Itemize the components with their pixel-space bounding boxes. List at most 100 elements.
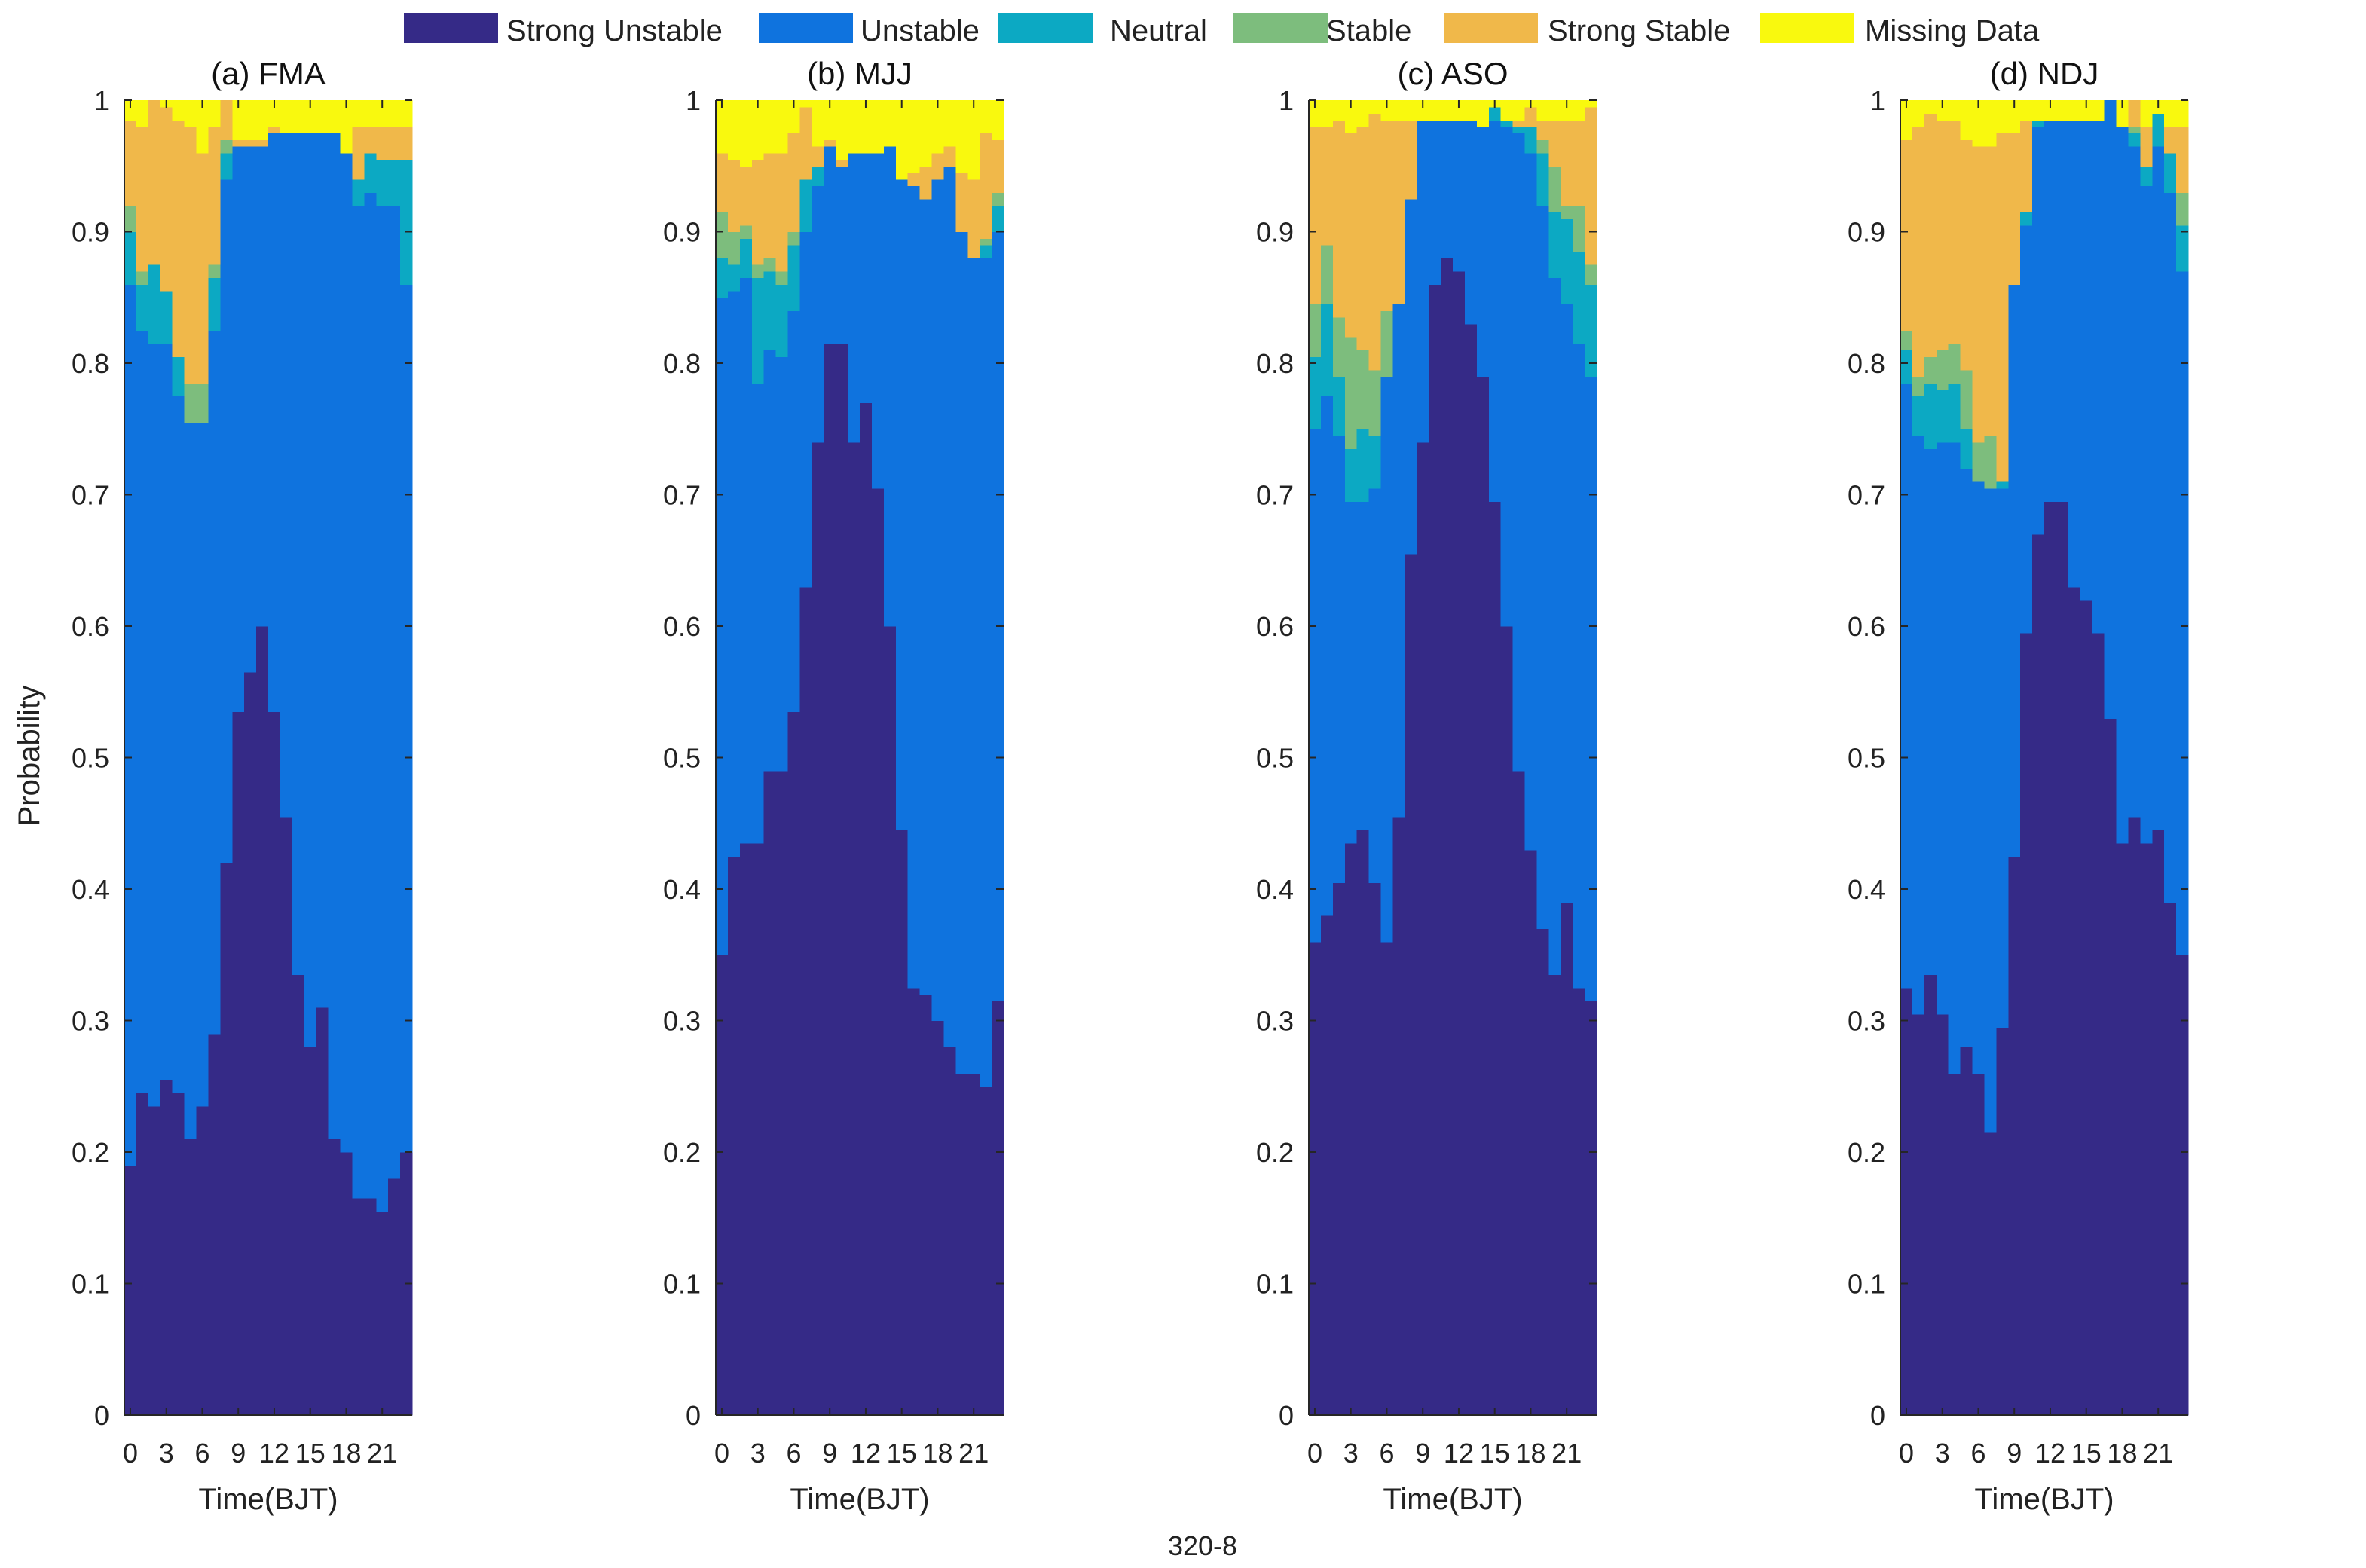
- bar-missing-data-h9: [232, 100, 245, 140]
- bar-missing-data-h16: [1500, 100, 1514, 121]
- panel-c-aso: 00.10.20.30.40.50.60.70.80.910 3 6 9 12 15 18 2…: [1256, 56, 1597, 1516]
- bar-unstable-h23: [2176, 271, 2189, 955]
- bar-neutral-h19: [352, 179, 365, 206]
- bar-strong-stable-h9: [232, 139, 245, 147]
- y-tick-label: 0.5: [1848, 743, 1885, 774]
- y-tick-label: 0.8: [1848, 348, 1885, 379]
- bar-strong-stable-h19: [352, 126, 365, 180]
- bar-strong-stable-h4: [763, 152, 777, 258]
- bar-stable-h5: [1368, 369, 1382, 436]
- bar-unstable-h7: [799, 231, 812, 588]
- bar-strong-stable-h3: [1344, 133, 1358, 338]
- y-tick-label: 0: [686, 1400, 701, 1431]
- bar-unstable-h9: [824, 146, 836, 344]
- bar-unstable-h16: [316, 133, 329, 1008]
- bar-strong-stable-h2: [1332, 120, 1346, 318]
- bar-missing-data-h1: [1912, 100, 1925, 127]
- x-tick-label: 21: [958, 1438, 989, 1469]
- bar-missing-data-h4: [172, 100, 185, 121]
- x-tick-label: 0: [1307, 1438, 1322, 1469]
- bar-strong-unstable-h0: [1900, 987, 1913, 1416]
- bar-missing-data-h10: [2020, 100, 2033, 121]
- bar-unstable-h13: [2056, 120, 2069, 502]
- bar-unstable-h12: [1453, 120, 1466, 272]
- bar-neutral-h8: [812, 166, 824, 187]
- bar-unstable-h21: [967, 258, 980, 1074]
- bar-strong-unstable-h12: [2044, 501, 2057, 1416]
- x-tick-label: 0: [714, 1438, 729, 1469]
- bar-strong-stable-h3: [160, 106, 173, 292]
- bar-strong-unstable-h5: [1368, 882, 1382, 1416]
- bar-strong-unstable-h16: [907, 987, 921, 1416]
- bar-missing-data-h1: [727, 100, 741, 160]
- panel-title: (c) ASO: [1397, 56, 1508, 91]
- y-tick-label: 1: [1279, 85, 1294, 116]
- bar-unstable-h8: [812, 185, 824, 443]
- bar-unstable-h3: [1936, 442, 1949, 1015]
- x-tick-label: 12: [1444, 1438, 1474, 1469]
- bar-neutral-h11: [2032, 120, 2045, 127]
- y-tick-label: 1: [1870, 85, 1885, 116]
- bar-unstable-h12: [2044, 120, 2057, 502]
- bar-missing-data-h13: [280, 100, 293, 134]
- bar-unstable-h7: [1392, 304, 1405, 818]
- bar-unstable-h1: [1912, 435, 1925, 1015]
- bar-strong-unstable-h14: [883, 626, 897, 1416]
- bar-stable-h22: [1573, 205, 1585, 252]
- bar-strong-stable-h1: [1912, 126, 1925, 377]
- x-tick-label: 9: [231, 1438, 246, 1469]
- bar-unstable-h13: [871, 152, 885, 489]
- bar-missing-data-h16: [907, 100, 921, 173]
- bar-neutral-h4: [1356, 429, 1370, 502]
- bar-strong-stable-h21: [967, 179, 980, 258]
- bar-neutral-h0: [124, 231, 137, 285]
- bar-strong-stable-h10: [244, 139, 257, 147]
- bar-unstable-h4: [1948, 442, 1961, 1074]
- bar-missing-data-h3: [1936, 100, 1949, 121]
- bar-unstable-h2: [1332, 435, 1346, 883]
- bar-strong-unstable-h20: [1548, 974, 1561, 1416]
- bar-strong-stable-h0: [124, 120, 137, 206]
- bar-unstable-h10: [1429, 120, 1441, 285]
- legend-swatch-missing-data: [1760, 13, 1854, 43]
- bar-unstable-h15: [895, 179, 909, 831]
- bar-unstable-h20: [364, 192, 377, 1199]
- bar-unstable-h19: [943, 166, 956, 1047]
- bar-unstable-h4: [763, 350, 777, 772]
- bar-strong-stable-h2: [1924, 113, 1937, 357]
- bar-unstable-h22: [2164, 192, 2177, 903]
- bar-unstable-h19: [1536, 205, 1549, 929]
- y-tick-label: 0.2: [663, 1137, 701, 1168]
- bar-missing-data-h9: [824, 100, 836, 140]
- bar-missing-data-h3: [751, 100, 765, 160]
- bar-strong-unstable-h17: [919, 994, 933, 1416]
- legend-label-strong-unstable: Strong Unstable: [506, 14, 723, 47]
- bar-missing-data-h22: [2164, 100, 2177, 127]
- y-tick-label: 0.8: [663, 348, 701, 379]
- bar-unstable-h0: [1900, 383, 1913, 989]
- bar-strong-unstable-h18: [2116, 842, 2129, 1416]
- bar-strong-stable-h2: [739, 166, 753, 226]
- bar-unstable-h5: [1368, 488, 1382, 883]
- bar-unstable-h8: [1405, 198, 1417, 555]
- bar-unstable-h10: [2020, 225, 2033, 634]
- bar-strong-unstable-h13: [871, 488, 885, 1416]
- bar-strong-stable-h20: [955, 172, 968, 233]
- bar-strong-unstable-h19: [2128, 817, 2141, 1416]
- bar-strong-stable-h3: [1936, 120, 1949, 351]
- bar-strong-unstable-h4: [763, 770, 777, 1416]
- bar-stable-h6: [787, 231, 801, 246]
- bar-missing-data-h5: [1960, 100, 1973, 140]
- bar-unstable-h20: [2140, 185, 2153, 844]
- bar-strong-stable-h0: [1900, 139, 1913, 331]
- bar-missing-data-h20: [364, 100, 377, 127]
- panel-b-mjj: 00.10.20.30.40.50.60.70.80.910 3 6 9 12 15 18 2…: [663, 56, 1004, 1516]
- bar-neutral-h5: [775, 284, 789, 357]
- bar-unstable-h6: [1972, 481, 1985, 1074]
- x-tick-label: 21: [367, 1438, 397, 1469]
- bar-missing-data-h22: [388, 100, 401, 127]
- bar-missing-data-h6: [196, 100, 209, 154]
- bar-neutral-h3: [1344, 448, 1358, 502]
- bar-stable-h2: [739, 225, 753, 239]
- bar-strong-unstable-h17: [1512, 770, 1526, 1416]
